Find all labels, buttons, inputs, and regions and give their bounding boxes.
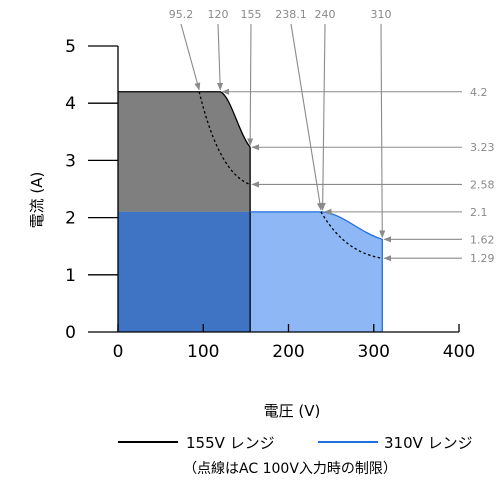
x-annotation-label: 155 [241, 8, 262, 21]
x-annotation-label: 240 [315, 8, 336, 21]
y-annotation-label: 2.58 [470, 178, 495, 191]
y-tick-label: 0 [65, 323, 76, 343]
y-tick-label: 4 [65, 94, 76, 114]
y-annotation-label: 1.62 [470, 233, 495, 246]
dotted-curve-310v [320, 211, 383, 259]
y-annotation-label: 1.29 [470, 252, 495, 265]
y-tick-label: 2 [65, 209, 76, 229]
region-overlap-fill [118, 211, 251, 332]
legend-label-310v: 310V レンジ [384, 434, 473, 452]
y-annotation-label: 2.1 [470, 206, 488, 219]
legend-label-155v: 155V レンジ [186, 434, 275, 452]
x-tick-label: 400 [443, 342, 475, 362]
y-annotation-label: 3.23 [470, 141, 495, 154]
x-axis-label: 電圧 (V) [264, 402, 321, 420]
x-annotation-label: 95.2 [169, 8, 194, 21]
x-annotation-arrow [319, 23, 326, 211]
x-tick-label: 300 [358, 342, 390, 362]
annotations: 95.2 120 155 238.1 240 310 4.2 3.23 2.58 2.1 1.62 1… [169, 8, 495, 265]
outline-155v [118, 91, 251, 332]
dotted-curve-155v [198, 91, 251, 186]
y-tick-label: 1 [65, 266, 76, 286]
x-annotation-label: 238.1 [275, 8, 307, 21]
y-axis-label: 電流 (A) [28, 172, 46, 229]
y-annotation-label: 4.2 [470, 86, 488, 99]
legend: 155V レンジ 310V レンジ （点線はAC 100V入力時の制限） [118, 434, 473, 477]
x-tick-label: 200 [272, 342, 304, 362]
y-tick-label: 3 [65, 151, 76, 171]
x-annotation-label: 310 [371, 8, 392, 21]
axes: 0 100 200 300 400 0 1 2 3 4 5 [65, 37, 475, 362]
x-annotation-arrow [216, 23, 224, 91]
region-fills [118, 91, 383, 332]
dotted-limit-curves [198, 91, 383, 259]
x-annotation-label: 120 [208, 8, 229, 21]
legend-note: （点線はAC 100V入力時の制限） [183, 461, 397, 477]
x-annotation-arrow [379, 23, 386, 239]
x-annotation-arrow [247, 23, 254, 147]
x-tick-label: 0 [113, 342, 124, 362]
x-annotation-arrow [290, 23, 323, 211]
outline-310v [250, 211, 383, 332]
x-annotation-arrow [180, 23, 201, 91]
y-tick-label: 5 [65, 37, 76, 57]
x-tick-label: 100 [187, 342, 219, 362]
